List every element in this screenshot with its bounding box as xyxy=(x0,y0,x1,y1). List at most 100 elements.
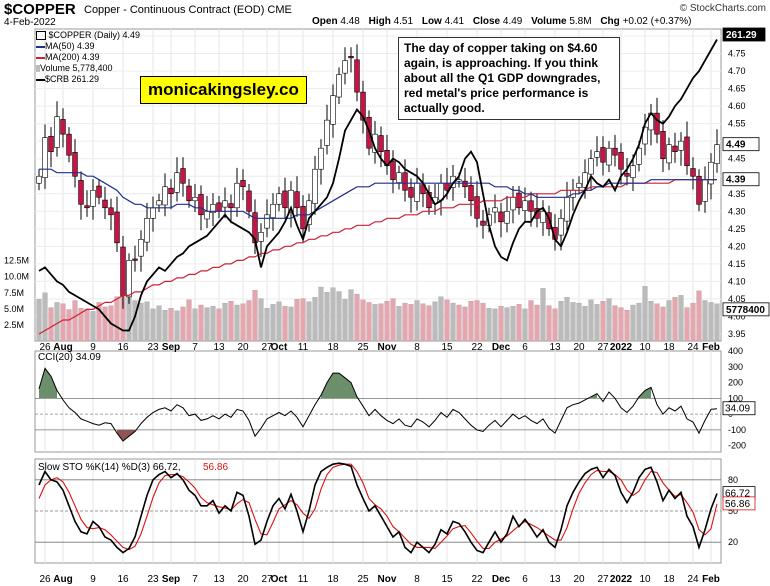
volume-bar xyxy=(516,304,522,342)
volume-bar xyxy=(426,305,432,342)
volume-bar xyxy=(666,300,672,342)
cci-overbought-fill xyxy=(39,368,57,399)
volume-badge: 5778400 xyxy=(722,302,770,317)
candle-body xyxy=(180,168,186,184)
candle-body xyxy=(528,200,534,212)
candle-body xyxy=(330,95,336,125)
chg-label: Chg xyxy=(600,16,620,27)
volume-bar xyxy=(372,304,378,342)
volume-bar xyxy=(198,304,204,342)
volume-bar xyxy=(54,302,60,342)
candle xyxy=(258,223,264,257)
x-tick-label: 26 xyxy=(39,574,51,585)
candle xyxy=(180,157,186,197)
candle-body xyxy=(150,207,156,219)
candle xyxy=(156,193,162,212)
candle xyxy=(360,80,366,134)
candle-body xyxy=(678,140,684,151)
volume-bar xyxy=(312,297,318,342)
price-y-tick-label: 4.65 xyxy=(728,84,746,94)
crb-badge-box xyxy=(722,27,766,42)
volume-bar xyxy=(582,306,588,342)
candle xyxy=(564,181,570,231)
high-value: 4.51 xyxy=(393,16,414,27)
candle-body xyxy=(666,144,672,164)
candle-body xyxy=(684,136,690,167)
volume-bar xyxy=(540,288,546,342)
ticker-symbol: $COPPER xyxy=(4,1,76,18)
cci-y-tick-label: 300 xyxy=(728,362,743,372)
volume-bar xyxy=(630,304,636,342)
volume-bar xyxy=(180,306,186,342)
candle xyxy=(690,157,696,190)
legend-ma200: MA(200) 4.39 xyxy=(36,52,140,63)
x-tick-label: 25 xyxy=(357,574,369,585)
volume-bar xyxy=(270,304,276,342)
candle-body xyxy=(174,172,180,193)
volume-bar xyxy=(606,298,612,342)
ohlc-summary: Open 4.48 High 4.51 Low 4.41 Close 4.49 … xyxy=(312,16,698,27)
volume-bar xyxy=(624,309,630,342)
x-tick-label: 27 xyxy=(261,342,273,353)
price-y-tick-label: 4.10 xyxy=(728,276,746,286)
legend-volume: Volume 5,778,400 xyxy=(36,63,140,74)
volume-bar xyxy=(294,299,300,342)
price-y-tick-label: 4.05 xyxy=(728,294,746,304)
candle-body xyxy=(84,205,90,209)
x-tick-label: 24 xyxy=(687,574,699,585)
volume-label: Volume xyxy=(531,16,567,27)
volume-bar xyxy=(48,307,54,342)
ma-badge-box xyxy=(722,172,760,187)
volume-bar xyxy=(282,306,288,342)
volume-bar xyxy=(600,300,606,342)
x-tick-label: Aug xyxy=(53,574,72,585)
candle-body xyxy=(396,172,402,183)
candle-body xyxy=(342,60,348,74)
candle xyxy=(510,186,516,224)
candle-body xyxy=(306,200,312,225)
candle-body xyxy=(312,168,318,204)
candle xyxy=(72,139,78,188)
candle xyxy=(132,245,138,272)
volume-bar xyxy=(228,300,234,342)
x-tick-label: 25 xyxy=(357,342,369,353)
volume-badge-box xyxy=(722,302,770,317)
candle xyxy=(114,196,120,252)
candle xyxy=(708,153,714,200)
candle-body xyxy=(114,211,120,244)
candle-body xyxy=(672,145,678,152)
x-tick-label: 7 xyxy=(192,574,198,585)
cci-y-tick-label: 400 xyxy=(728,346,743,356)
stockcharts-credit[interactable]: © StockCharts.com xyxy=(679,3,766,14)
price-legend: $COPPER (Daily) 4.49 MA(50) 4.39 MA(200)… xyxy=(36,30,140,85)
volume-bar xyxy=(168,308,174,342)
volume-bar xyxy=(84,308,90,342)
volume-bar xyxy=(186,299,192,342)
volume-bar xyxy=(390,298,396,342)
candle-body xyxy=(258,232,264,242)
candle-body xyxy=(378,135,384,152)
x-tick-label: 10 xyxy=(639,574,651,585)
candle xyxy=(540,200,546,236)
cci-panel: CCI(20) 34.09 xyxy=(35,352,721,442)
close-label: Close xyxy=(472,16,501,27)
panel-frame-1 xyxy=(34,28,722,342)
candle-body xyxy=(696,175,702,205)
candle xyxy=(660,120,666,173)
candle xyxy=(354,44,360,102)
x-tick-label: 26 xyxy=(39,342,51,353)
candle xyxy=(624,158,630,186)
candle xyxy=(666,137,672,170)
x-tick-label: Feb xyxy=(702,342,720,353)
candle xyxy=(396,165,402,190)
x-tick-label: 22 xyxy=(471,574,483,585)
volume-bar xyxy=(234,304,240,342)
volume-bar xyxy=(474,300,480,342)
volume-bar xyxy=(510,306,516,342)
x-tick-label: 18 xyxy=(663,574,675,585)
candle-body xyxy=(534,208,540,219)
volume-bar xyxy=(204,307,210,342)
volume-bar xyxy=(384,300,390,342)
candle xyxy=(174,157,180,202)
cci-badge-text: 34.09 xyxy=(725,404,750,415)
